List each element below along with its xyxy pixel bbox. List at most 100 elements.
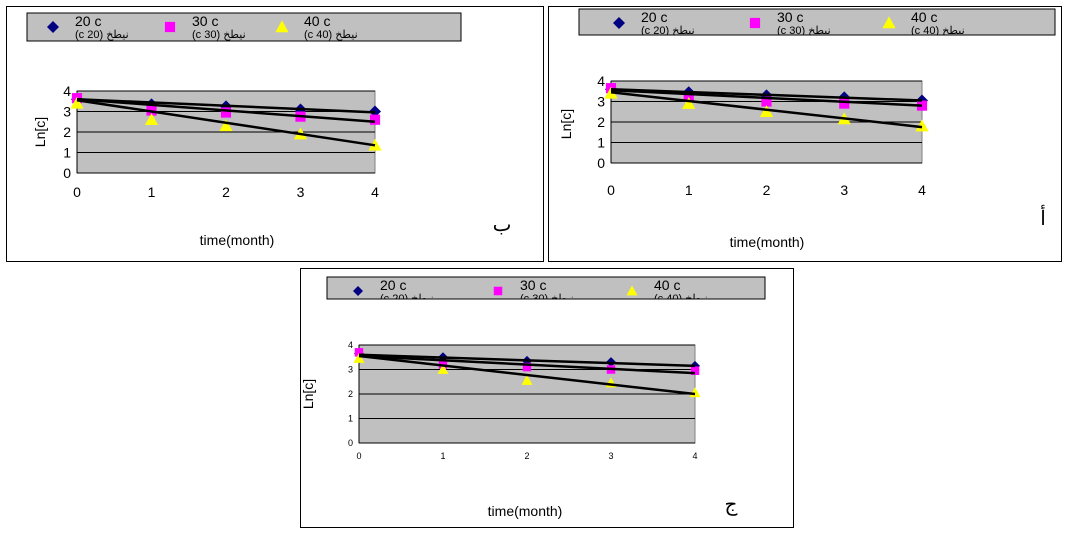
- data-point-2-3: [839, 98, 850, 109]
- legend-marker-1: [353, 286, 363, 296]
- data-point-3-1: [144, 113, 159, 125]
- legend-label-2: 30 c: [520, 277, 546, 293]
- chart-panel-j: 20 c (c 20) نيطخ 30 c (c 30) نيطخ 40 c (c 40)…: [300, 268, 794, 528]
- legend-box: [327, 277, 765, 299]
- y-tick-label-3: 3: [597, 93, 605, 109]
- y-tick-label-0: 0: [63, 165, 71, 181]
- legend-sub-1: (c 20) نيطخ: [641, 25, 695, 37]
- panel-letter: ج: [725, 492, 738, 516]
- legend-marker-1: [47, 21, 59, 33]
- data-point-3-1: [682, 96, 696, 109]
- legend-marker-3: [882, 16, 896, 29]
- trendline-3: [610, 91, 923, 129]
- chart-panel-b: 20 c (c 20) نيطخ 30 c (c 30) نيطخ 40 c (c 40)…: [6, 6, 544, 262]
- data-point-1-4: [690, 360, 700, 371]
- x-axis-label: time(month): [730, 234, 805, 250]
- data-point-2-1: [683, 91, 694, 102]
- trendline-3: [358, 354, 696, 396]
- legend-label-3: 40 c: [304, 13, 330, 29]
- legend-label-2: 30 c: [192, 13, 218, 29]
- legend-sub-3: (c 40) نيطخ: [654, 293, 708, 305]
- y-tick-label-1: 1: [597, 134, 605, 150]
- x-tick-label-3: 3: [608, 451, 613, 461]
- trendline-1: [358, 353, 696, 368]
- x-axis-label: time(month): [200, 232, 275, 248]
- panel-letter: ب: [493, 212, 512, 236]
- x-tick-label-3: 3: [297, 184, 305, 200]
- y-tick-label-2: 2: [63, 124, 71, 140]
- x-tick-label-2: 2: [222, 184, 230, 200]
- x-tick-label-0: 0: [356, 451, 361, 461]
- legend-marker-3: [626, 285, 638, 296]
- x-tick-label-1: 1: [148, 184, 156, 200]
- trendline-1: [76, 97, 376, 114]
- data-point-3-1: [437, 364, 449, 374]
- trendline-3: [76, 98, 376, 147]
- y-tick-label-2: 2: [597, 114, 605, 130]
- legend-sub-2: (c 30) نيطخ: [777, 25, 831, 37]
- y-tick-label-3: 3: [63, 103, 71, 119]
- chart-a-svg: 20 c(c 20) نيطخ 30 c(c 30) نيطخ 40 c(c 40)…: [558, 8, 1056, 250]
- legend-marker-2: [749, 17, 761, 29]
- legend-sub-3: (c 40) نيطخ: [911, 25, 965, 37]
- trendline-2: [610, 88, 923, 107]
- y-tick-label-1: 1: [63, 144, 71, 160]
- legend-marker-3: [275, 20, 289, 33]
- trendline-1: [610, 87, 923, 102]
- legend-box: [579, 9, 1055, 35]
- y-tick-label-1: 1: [348, 414, 353, 424]
- y-tick-label-0: 0: [597, 155, 605, 171]
- trendline-2: [76, 97, 376, 123]
- y-tick-label-4: 4: [348, 340, 353, 350]
- legend: 20 c(c 20) نيطخ 30 c(c 30) نيطخ 40 c(c 40)…: [327, 277, 765, 305]
- legend-label-3: 40 c: [911, 9, 937, 25]
- y-tick-label-3: 3: [348, 365, 353, 375]
- legend: 20 c(c 20) نيطخ 30 c(c 30) نيطخ 40 c(c 40)…: [579, 9, 1055, 37]
- legend-label-2: 30 c: [777, 9, 803, 25]
- x-tick-label-2: 2: [524, 451, 529, 461]
- trendline-2: [358, 354, 696, 375]
- y-axis-label: Ln[c]: [32, 117, 48, 147]
- data-point-3-2: [219, 119, 233, 132]
- legend: 20 c(c 20) نيطخ 30 c(c 30) نيطخ 40 c(c 40)…: [27, 13, 461, 41]
- legend-marker-2: [164, 21, 176, 33]
- y-axis-label: Ln[c]: [558, 109, 574, 139]
- legend-label-3: 40 c: [654, 277, 680, 293]
- x-tick-label-4: 4: [918, 182, 926, 198]
- legend-label-1: 20 c: [641, 9, 667, 25]
- x-tick-label-3: 3: [840, 182, 848, 198]
- data-point-2-0: [354, 348, 364, 357]
- legend-marker-1: [613, 17, 625, 29]
- legend-marker-2: [493, 286, 503, 296]
- legend-sub-2: (c 30) نيطخ: [520, 293, 574, 305]
- legend-border: [326, 276, 766, 300]
- x-tick-label-0: 0: [73, 184, 81, 200]
- x-tick-label-4: 4: [692, 451, 697, 461]
- data-point-2-4: [690, 366, 700, 375]
- data-point-3-0: [353, 352, 365, 363]
- x-tick-label-0: 0: [607, 182, 615, 198]
- x-tick-label-4: 4: [371, 184, 379, 200]
- data-point-3-4: [915, 119, 929, 132]
- panel-letter: أ: [1040, 204, 1046, 230]
- legend-label-1: 20 c: [380, 277, 406, 293]
- data-point-3-2: [759, 105, 774, 118]
- data-point-2-2: [522, 362, 532, 372]
- y-axis-label: Ln[c]: [301, 379, 316, 409]
- data-point-2-4: [369, 114, 381, 125]
- y-tick-label-4: 4: [63, 83, 71, 99]
- y-tick-label-0: 0: [348, 438, 353, 448]
- legend-box: [27, 13, 461, 41]
- chart-panel-a: 20 c (c 20) نيطخ 30 c (c 30) نيطخ 40 c (c 40)…: [548, 6, 1062, 262]
- legend-label-1: 20 c: [75, 13, 101, 29]
- x-tick-label-1: 1: [440, 451, 445, 461]
- legend-sub-1: (c 20) نيطخ: [75, 29, 129, 41]
- chart-j-svg: 20 c(c 20) نيطخ 30 c(c 30) نيطخ 40 c(c 40)…: [301, 276, 766, 519]
- legend-border: [26, 12, 462, 42]
- legend-sub-1: (c 20) نيطخ: [380, 293, 434, 305]
- legend-border: [578, 8, 1056, 36]
- data-point-2-2: [220, 107, 232, 118]
- x-axis-label: time(month): [488, 503, 563, 519]
- x-tick-label-1: 1: [685, 182, 693, 198]
- legend-sub-2: (c 30) نيطخ: [192, 29, 246, 41]
